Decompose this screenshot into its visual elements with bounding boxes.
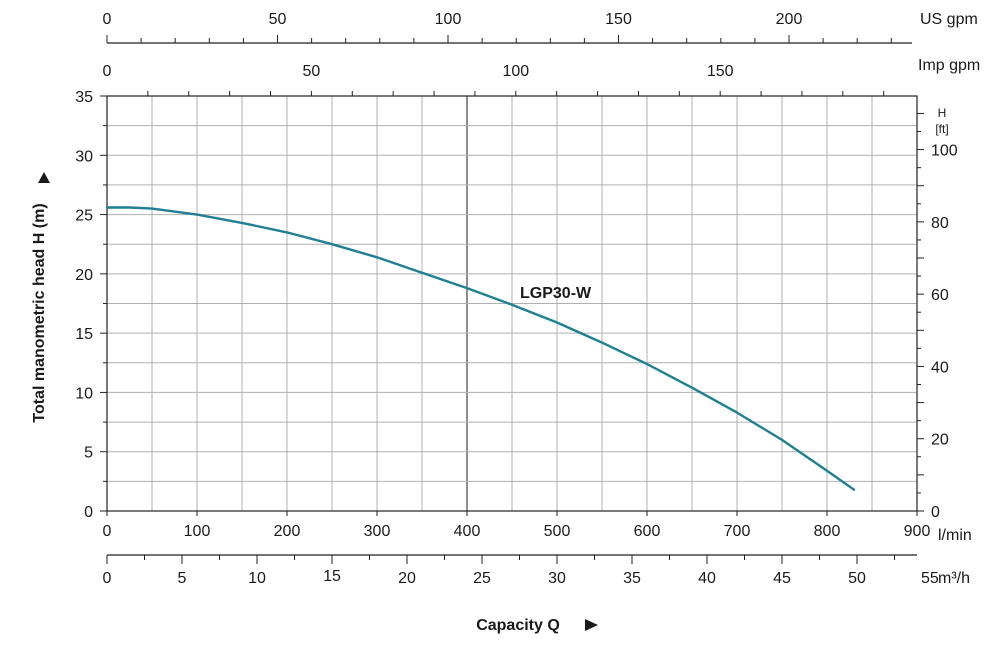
right-axis-label: H: [938, 106, 947, 120]
right-axis-unit: [ft]: [935, 122, 948, 136]
y-tick-label: 35: [75, 89, 93, 106]
x-tick-label: 100: [184, 523, 211, 540]
us-gpm-tick-label: 100: [435, 11, 462, 28]
y-tick-label: 30: [75, 148, 93, 165]
imp-gpm-tick-label: 100: [502, 63, 529, 80]
right-tick-label: 60: [931, 287, 949, 304]
y-tick-label: 25: [75, 208, 93, 225]
us-gpm-tick-label: 200: [776, 11, 803, 28]
us-gpm-tick-label: 50: [269, 11, 287, 28]
imp-gpm-unit-label: Imp gpm: [918, 57, 980, 74]
m3h-tick-label: 35: [623, 570, 641, 587]
x-tick-label: 0: [103, 523, 112, 540]
us-gpm-unit-label: US gpm: [920, 11, 978, 28]
m3h-tick-label: 10: [248, 570, 266, 587]
us-gpm-tick-label: 0: [103, 11, 112, 28]
y-tick-label: 20: [75, 267, 93, 284]
right-tick-label: 0: [931, 504, 940, 521]
x-axis-title: Capacity Q: [476, 617, 560, 634]
x-tick-label: 700: [724, 523, 751, 540]
x-tick-label: 200: [274, 523, 301, 540]
right-tick-label: 80: [931, 215, 949, 232]
m3h-tick-label: 5: [178, 570, 187, 587]
x-tick-label: 600: [634, 523, 661, 540]
m3h-tick-label: 45: [773, 570, 791, 587]
y-tick-label: 10: [75, 385, 93, 402]
x-tick-label: 800: [814, 523, 841, 540]
imp-gpm-tick-label: 150: [707, 63, 734, 80]
m3h-tick-label: 15: [323, 568, 341, 585]
series-line-lgp30-w: [105, 206, 856, 491]
y-axis-title: Total manometric head H (m): [31, 203, 48, 422]
m3h-tick-label: 20: [398, 570, 416, 587]
series-label: LGP30-W: [520, 285, 592, 302]
m3h-tick-label: 30: [548, 570, 566, 587]
x-tick-label: 900: [904, 523, 931, 540]
x-axis-arrow-icon: [585, 619, 598, 631]
right-tick-label: 40: [931, 359, 949, 376]
y-tick-label: 0: [84, 504, 93, 521]
m3h-tick-label: 55: [921, 570, 939, 587]
right-tick-label: 20: [931, 432, 949, 449]
right-tick-label: 100: [931, 143, 958, 160]
y-axis-arrow-icon: [38, 172, 50, 183]
m3h-tick-label: 40: [698, 570, 716, 587]
x-tick-label: 300: [364, 523, 391, 540]
x-tick-label: 500: [544, 523, 571, 540]
m3h-tick-label: 50: [848, 570, 866, 587]
x-tick-label: 400: [454, 523, 481, 540]
m3h-tick-label: 25: [473, 570, 491, 587]
m3h-tick-label: 0: [103, 570, 112, 587]
imp-gpm-tick-label: 50: [303, 63, 321, 80]
m3h-unit-label: m³/h: [938, 570, 970, 587]
imp-gpm-tick-label: 0: [103, 63, 112, 80]
x-unit-label: l/min: [938, 527, 972, 544]
y-tick-label: 5: [84, 445, 93, 462]
y-tick-label: 15: [75, 326, 93, 343]
us-gpm-tick-label: 150: [605, 11, 632, 28]
